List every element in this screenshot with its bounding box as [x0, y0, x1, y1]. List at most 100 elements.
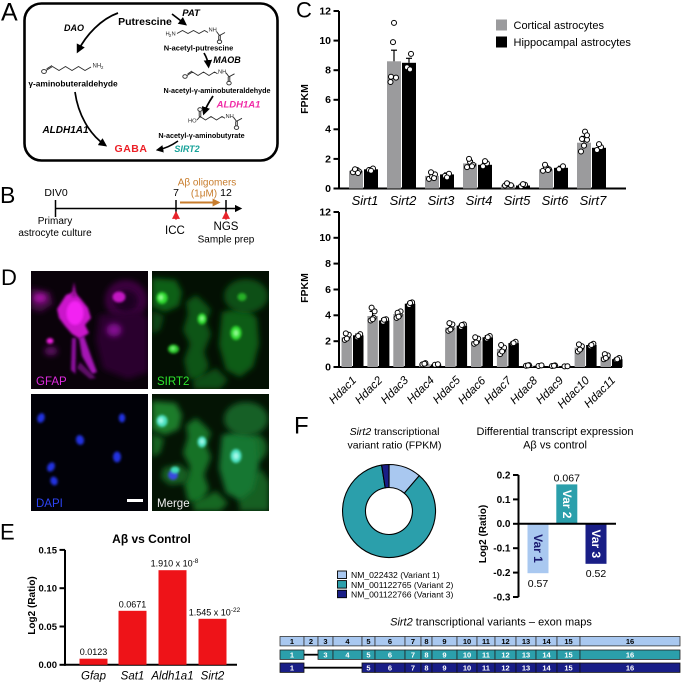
svg-text:FPKM: FPKM — [299, 84, 311, 114]
svg-text:16: 16 — [626, 663, 634, 672]
svg-text:PAT: PAT — [182, 8, 201, 19]
svg-text:-0.1: -0.1 — [493, 544, 511, 555]
svg-text:0.0: 0.0 — [497, 519, 511, 530]
svg-text:DIV0: DIV0 — [44, 187, 68, 199]
svg-text:ICC: ICC — [165, 225, 185, 237]
svg-text:0.00: 0.00 — [39, 660, 58, 671]
svg-text:Sirt2: Sirt2 — [390, 193, 418, 208]
svg-text:Log2 (Ratio): Log2 (Ratio) — [27, 576, 38, 634]
svg-text:2: 2 — [101, 65, 104, 70]
svg-text:Sirt2 transcriptional: Sirt2 transcriptional — [350, 426, 440, 438]
svg-text:1: 1 — [290, 663, 294, 672]
svg-text:C: C — [296, 0, 312, 23]
svg-text:Aβ vs Control: Aβ vs Control — [112, 532, 191, 546]
svg-text:Aβ vs control: Aβ vs control — [523, 440, 587, 452]
svg-text:14: 14 — [542, 663, 551, 672]
svg-text:0.52: 0.52 — [586, 568, 607, 580]
svg-text:11: 11 — [482, 663, 490, 672]
svg-text:GABA: GABA — [115, 143, 148, 155]
svg-text:(1μM): (1μM) — [191, 189, 217, 200]
svg-text:FPKM: FPKM — [299, 273, 311, 303]
svg-text:DAPI: DAPI — [36, 498, 63, 510]
svg-text:-0.2: -0.2 — [493, 568, 511, 579]
svg-text:12: 12 — [501, 637, 509, 646]
svg-text:Sirt5: Sirt5 — [504, 193, 532, 208]
svg-text:Sirt6: Sirt6 — [542, 193, 570, 208]
svg-text:0.0671: 0.0671 — [119, 599, 147, 609]
svg-text:Sat1: Sat1 — [121, 670, 145, 682]
svg-text:1: 1 — [290, 637, 294, 646]
svg-text:0.05: 0.05 — [39, 622, 58, 633]
svg-text:10: 10 — [463, 637, 471, 646]
svg-text:Aβ oligomers: Aβ oligomers — [178, 178, 237, 189]
svg-text:Var 3: Var 3 — [589, 529, 603, 558]
svg-text:1: 1 — [290, 650, 294, 659]
svg-text:5: 5 — [366, 650, 370, 659]
svg-text:Sirt2 transcriptional variants: Sirt2 transcriptional variants – exon ma… — [390, 617, 592, 629]
svg-text:ALDH1A1: ALDH1A1 — [216, 100, 261, 111]
svg-text:N-acetyl-γ-aminobutyrate: N-acetyl-γ-aminobutyrate — [158, 131, 244, 140]
svg-text:Cortical astrocytes: Cortical astrocytes — [514, 20, 605, 32]
svg-text:B: B — [0, 182, 15, 208]
svg-text:Hippocampal astrocytes: Hippocampal astrocytes — [514, 37, 632, 49]
svg-text:6: 6 — [325, 94, 331, 106]
svg-text:SIRT2: SIRT2 — [157, 376, 189, 388]
svg-text:D: D — [1, 265, 17, 290]
svg-text:2: 2 — [169, 33, 172, 38]
svg-text:6: 6 — [325, 284, 331, 296]
svg-text:NH: NH — [226, 114, 234, 120]
svg-text:H: H — [166, 32, 170, 38]
svg-text:0.2: 0.2 — [497, 470, 511, 481]
svg-text:N: N — [172, 32, 176, 38]
svg-text:10: 10 — [319, 35, 331, 47]
svg-text:NM_022432 (Variant 1): NM_022432 (Variant 1) — [351, 570, 440, 580]
svg-text:8: 8 — [325, 65, 331, 77]
svg-text:Gfap: Gfap — [81, 670, 107, 682]
svg-text:Log2 (Ratio): Log2 (Ratio) — [478, 505, 489, 563]
svg-text:16: 16 — [626, 650, 634, 659]
svg-text:4: 4 — [325, 310, 331, 322]
svg-text:12: 12 — [501, 650, 509, 659]
svg-text:Merge: Merge — [157, 498, 190, 510]
svg-text:γ-aminobuteraldehyde: γ-aminobuteraldehyde — [28, 79, 118, 89]
svg-text:8: 8 — [325, 258, 331, 270]
svg-text:8: 8 — [424, 650, 428, 659]
svg-text:6: 6 — [388, 663, 392, 672]
svg-text:Aldh1a1: Aldh1a1 — [150, 670, 193, 682]
svg-text:astrocyte culture: astrocyte culture — [18, 228, 92, 239]
svg-text:Sirt7: Sirt7 — [580, 193, 608, 208]
svg-text:2: 2 — [325, 336, 331, 348]
svg-text:0.10: 0.10 — [39, 584, 58, 595]
svg-text:0.067: 0.067 — [554, 473, 580, 485]
svg-text:F: F — [294, 413, 309, 440]
svg-text:Var 2: Var 2 — [560, 490, 574, 519]
svg-text:variant ratio (FPKM): variant ratio (FPKM) — [348, 440, 442, 452]
svg-text:Sample prep: Sample prep — [198, 235, 255, 246]
svg-text:4: 4 — [345, 650, 350, 659]
svg-text:N-acetyl-γ-aminobuteraldehyde: N-acetyl-γ-aminobuteraldehyde — [163, 86, 270, 95]
svg-text:7: 7 — [411, 650, 415, 659]
svg-text:13: 13 — [522, 663, 530, 672]
svg-text:NM_001122765 (Variant 2): NM_001122765 (Variant 2) — [351, 580, 454, 590]
svg-text:15: 15 — [564, 637, 572, 646]
svg-text:0.57: 0.57 — [528, 578, 549, 590]
svg-text:Var 1: Var 1 — [531, 534, 545, 563]
svg-text:-0.3: -0.3 — [493, 592, 511, 603]
svg-text:SIRT2: SIRT2 — [174, 144, 199, 154]
svg-text:Putrescine: Putrescine — [118, 16, 172, 28]
svg-text:10: 10 — [463, 650, 471, 659]
svg-text:7: 7 — [411, 637, 415, 646]
svg-text:8: 8 — [424, 663, 428, 672]
svg-text:13: 13 — [522, 650, 530, 659]
svg-text:NM_001122766 (Variant 3): NM_001122766 (Variant 3) — [351, 589, 454, 599]
svg-text:MAOB: MAOB — [213, 55, 241, 65]
svg-text:E: E — [0, 520, 15, 545]
svg-text:7: 7 — [173, 187, 179, 199]
svg-text:2: 2 — [309, 637, 313, 646]
svg-text:11: 11 — [482, 650, 490, 659]
svg-text:GFAP: GFAP — [36, 376, 67, 388]
svg-text:10: 10 — [319, 232, 331, 244]
svg-text:6: 6 — [388, 637, 392, 646]
svg-text:A: A — [1, 0, 18, 27]
svg-text:14: 14 — [542, 637, 551, 646]
